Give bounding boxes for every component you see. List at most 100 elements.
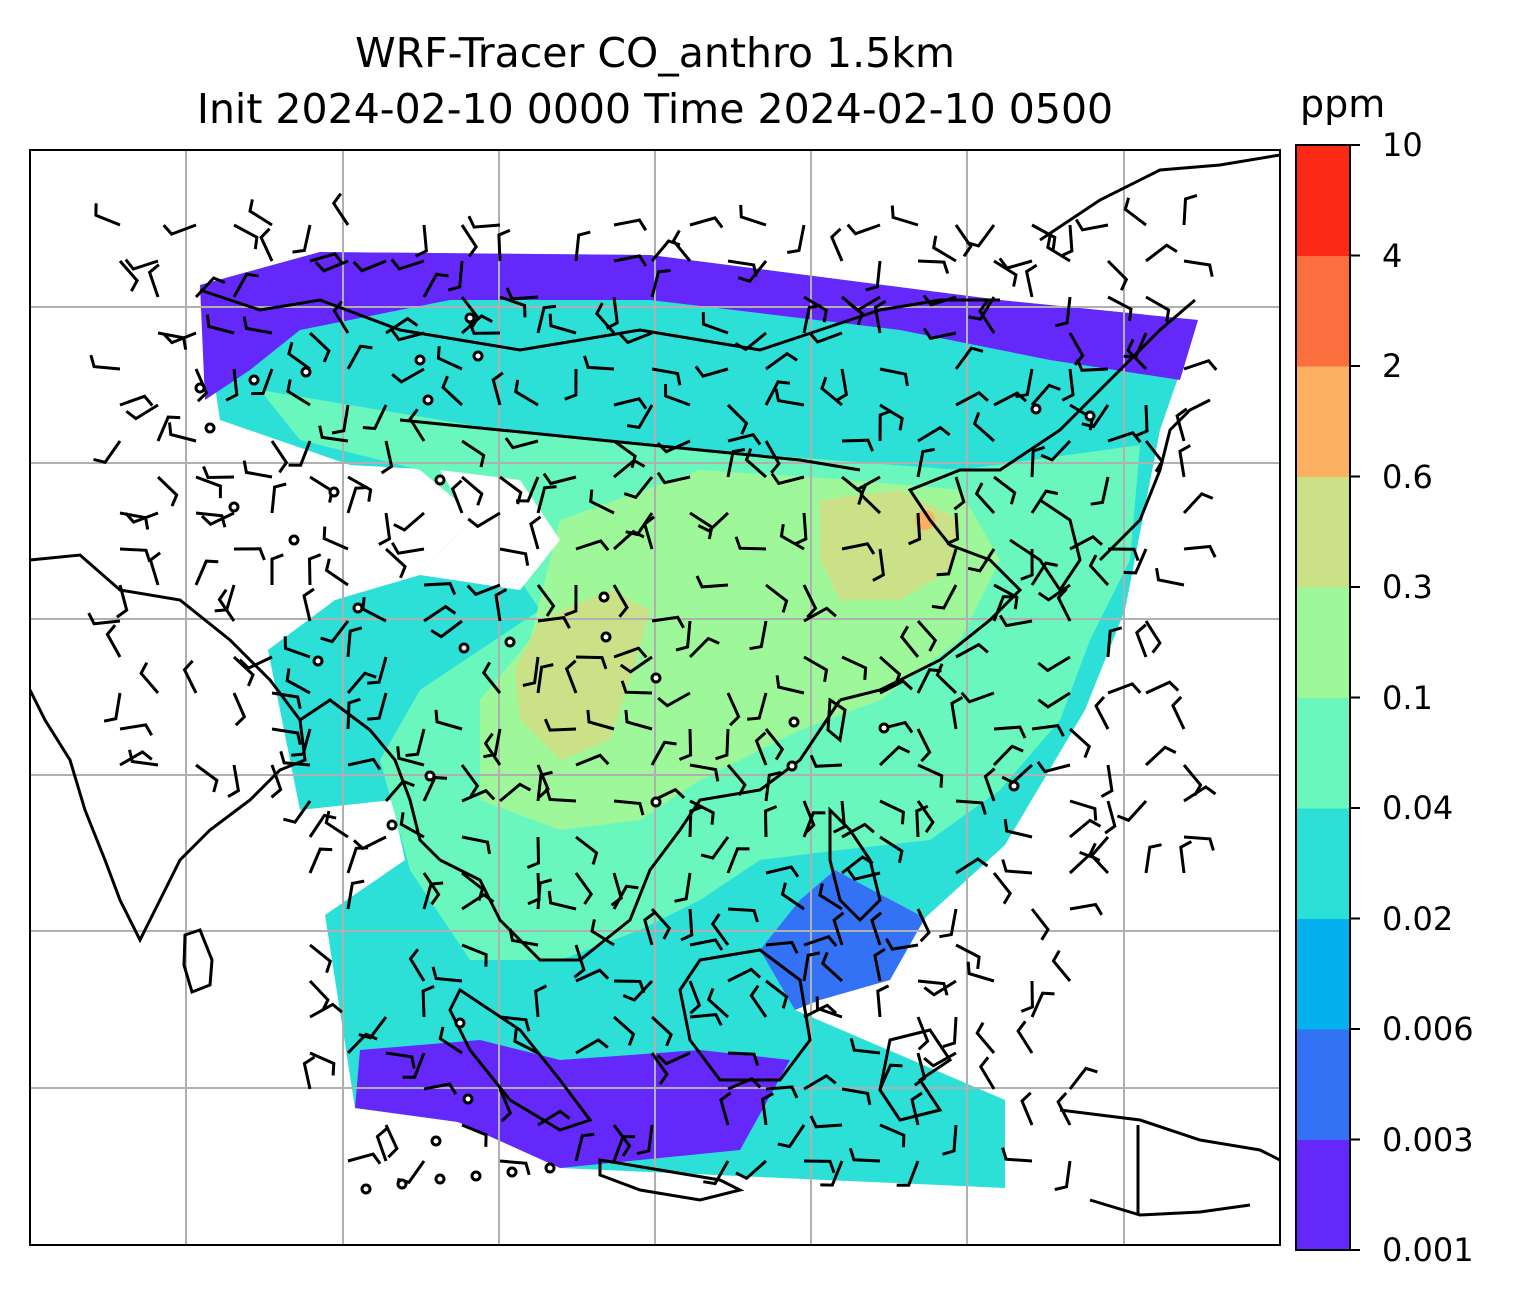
wind-barb <box>700 836 730 860</box>
calm-marker <box>422 394 434 406</box>
calm-marker <box>248 374 260 386</box>
wind-barb <box>508 928 539 947</box>
wind-barb <box>967 548 996 573</box>
wind-barb <box>954 346 984 370</box>
wind-barb <box>1046 235 1071 263</box>
wind-barb <box>378 512 392 546</box>
wind-barb <box>878 1063 903 1090</box>
wind-barb <box>764 728 785 761</box>
wind-barb <box>830 227 844 262</box>
map-frame <box>29 149 1281 1246</box>
wind-barb <box>910 1091 923 1126</box>
wind-barb <box>270 764 283 799</box>
wind-barb <box>765 351 798 371</box>
wind-barb <box>283 636 311 659</box>
wind-barb <box>1178 444 1192 478</box>
wind-barb <box>620 680 653 695</box>
wind-barb <box>103 692 122 723</box>
calm-marker <box>386 819 398 831</box>
wind-barb <box>314 259 349 273</box>
wind-barb <box>1107 547 1140 562</box>
wind-barb <box>695 575 729 589</box>
wind-barb <box>735 1159 767 1181</box>
wind-barb <box>391 367 425 384</box>
wind-barb <box>802 951 821 982</box>
wind-barb <box>583 355 615 371</box>
wind-barb <box>613 439 637 469</box>
wind-barb <box>461 835 491 855</box>
wind-barb <box>966 961 995 983</box>
wind-barb <box>774 388 805 407</box>
wind-barb <box>1183 785 1217 803</box>
wind-barb <box>1068 727 1092 759</box>
wind-barb <box>499 1015 531 1032</box>
wind-barb <box>415 224 428 258</box>
wind-barb <box>915 804 929 838</box>
wind-barb <box>505 287 539 301</box>
wind-barb <box>497 228 511 262</box>
colorbar-band <box>1296 366 1350 477</box>
wind-barb <box>972 411 995 443</box>
wind-barb <box>726 764 747 797</box>
wind-barb <box>575 753 610 767</box>
wind-barb <box>975 1021 996 1054</box>
wind-barb <box>206 314 235 335</box>
wind-barb <box>770 472 805 486</box>
calm-marker <box>504 636 516 648</box>
wind-barb <box>1003 818 1033 839</box>
wind-barb <box>346 879 365 910</box>
wind-barb <box>847 295 881 313</box>
wind-barb <box>346 1032 378 1055</box>
wind-barb <box>422 881 444 910</box>
wind-barb <box>873 947 886 982</box>
calm-marker <box>650 796 662 808</box>
wind-barb <box>1030 561 1059 586</box>
wind-barb <box>526 836 541 869</box>
wind-barb <box>242 316 273 335</box>
wind-barb <box>899 625 920 658</box>
wind-barb <box>885 937 919 951</box>
wind-barb <box>405 728 426 757</box>
wind-barb <box>1030 489 1059 514</box>
wind-barb <box>498 1088 513 1123</box>
wind-barb <box>87 612 121 626</box>
field-edge-low-south <box>355 1040 790 1168</box>
wind-barb <box>89 354 121 371</box>
wind-barb <box>917 979 949 996</box>
wind-barb <box>309 1002 343 1019</box>
wind-barb <box>1020 548 1034 581</box>
wind-barb <box>613 397 648 410</box>
wind-barb <box>734 331 767 352</box>
wind-barb <box>656 471 691 485</box>
wind-barb <box>542 472 577 486</box>
wind-barb <box>642 515 656 550</box>
wind-barb <box>992 744 1024 767</box>
wind-barb <box>522 656 540 687</box>
wind-barb <box>726 692 741 727</box>
wind-barb <box>916 620 938 652</box>
wind-barb <box>803 606 837 623</box>
wind-barb <box>324 810 349 839</box>
wind-barb <box>362 404 388 431</box>
wind-barb <box>1183 835 1215 851</box>
wind-barb <box>431 966 463 983</box>
calm-marker <box>396 1178 408 1190</box>
wind-barb <box>870 911 883 946</box>
wind-barb <box>575 968 610 983</box>
wind-barb <box>331 192 350 226</box>
wind-barb <box>922 327 957 341</box>
wind-barb <box>1144 440 1164 473</box>
wind-barb <box>917 763 944 788</box>
wind-barb <box>1094 695 1110 730</box>
colorbar-band <box>1296 918 1350 1030</box>
wind-barb <box>468 321 501 335</box>
wind-barb <box>907 512 922 546</box>
wind-barb <box>848 1147 881 1163</box>
wind-barb <box>917 259 950 274</box>
wind-barb <box>935 663 958 695</box>
wind-barb <box>461 943 488 967</box>
wind-barb <box>332 300 350 334</box>
colorbar-band <box>1296 145 1350 256</box>
wind-barb <box>1144 843 1162 874</box>
